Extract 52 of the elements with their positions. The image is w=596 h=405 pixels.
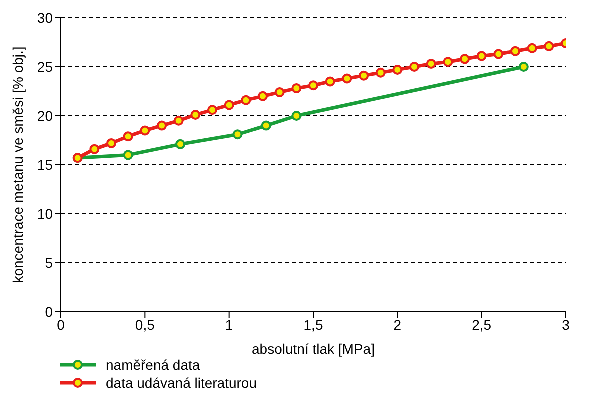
x-tick-label: 1,5 [304, 316, 324, 333]
point [342, 74, 352, 84]
x-tick-label: 0 [57, 316, 66, 333]
y-tick-label: 15 [37, 156, 54, 173]
point [443, 57, 454, 68]
x-tick-label: 2 [394, 316, 402, 333]
y-tick-label: 25 [37, 58, 54, 75]
point [292, 84, 302, 94]
point [176, 139, 186, 150]
point [258, 91, 268, 102]
point [190, 110, 201, 120]
point [510, 46, 520, 56]
y-tick-label: 10 [37, 206, 54, 222]
y-tick-label: 30 [37, 10, 54, 26]
point [494, 49, 504, 60]
point [325, 76, 336, 87]
legend-label: data udávaná literaturou [106, 375, 257, 391]
y-tick-label: 20 [37, 108, 54, 124]
point [476, 51, 487, 62]
legend-label: naměřená data [106, 357, 200, 373]
y-tick-label: 0 [45, 304, 54, 320]
point [174, 116, 184, 126]
point [241, 95, 252, 106]
x-tick-label: 3 [562, 316, 570, 333]
x-axis-title: absolutní tlak [MPa] [252, 341, 375, 357]
point [359, 70, 369, 81]
point [518, 62, 529, 72]
point [544, 41, 554, 52]
point [292, 111, 302, 121]
point [106, 138, 116, 148]
point [157, 120, 167, 131]
x-tick-label: 2,5 [472, 316, 492, 333]
point [140, 126, 150, 136]
point [274, 87, 285, 98]
point [460, 54, 470, 64]
point [232, 130, 243, 140]
point [392, 64, 403, 75]
point [123, 150, 134, 160]
point [410, 62, 420, 72]
point [376, 68, 386, 78]
y-axis-title: koncentrace metanu ve směsi [% obj.] [10, 46, 26, 284]
point [308, 80, 318, 91]
point [123, 132, 134, 142]
x-tick-label: 1 [225, 316, 234, 333]
point [90, 144, 100, 154]
point [527, 43, 538, 54]
point [426, 59, 436, 70]
point [208, 105, 218, 116]
point [261, 120, 272, 131]
x-tick-label: 0,5 [135, 316, 156, 333]
y-tick-label: 5 [45, 254, 54, 271]
point [224, 100, 234, 110]
